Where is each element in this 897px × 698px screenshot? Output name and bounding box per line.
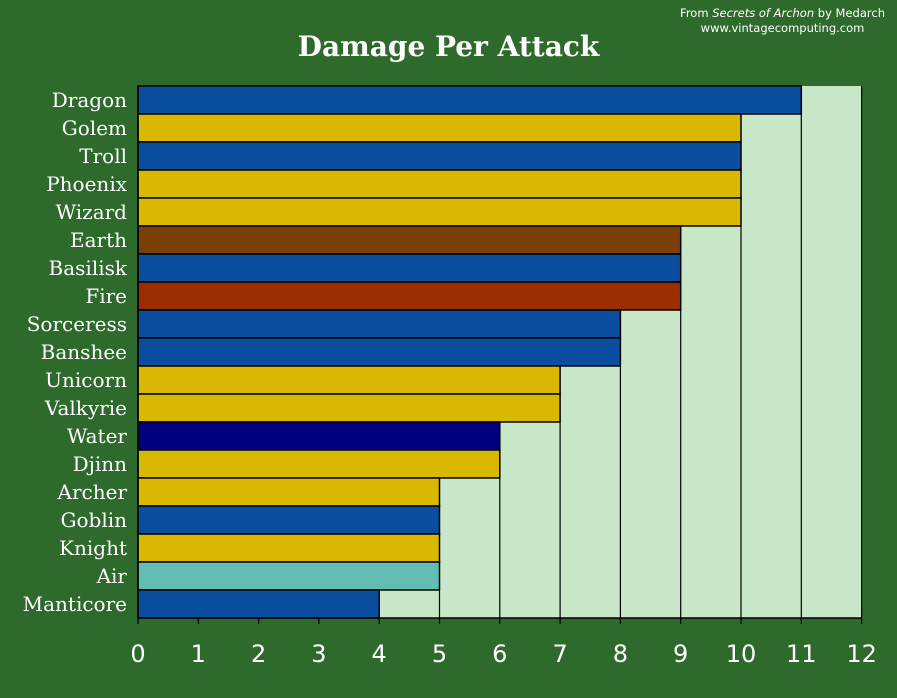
- bar-fire: [137, 281, 682, 311]
- bar-air: [137, 561, 441, 591]
- chart-title: Damage Per Attack: [297, 30, 600, 63]
- category-label-goblin: Goblin: [61, 508, 128, 532]
- category-label-phoenix: Phoenix: [46, 172, 127, 196]
- bar-water: [137, 421, 501, 451]
- credit-suffix: by Medarch: [817, 6, 885, 20]
- bar-banshee: [137, 337, 622, 367]
- bar-valkyrie: [137, 393, 561, 423]
- category-label-dragon: Dragon: [52, 88, 127, 112]
- category-label-air: Air: [96, 564, 128, 588]
- x-tick-label-11: 11: [786, 640, 817, 668]
- credit-site: www.vintagecomputing.com: [700, 21, 865, 35]
- bars: [137, 85, 803, 619]
- x-axis: 0 1 2 3 4 5 6 7 8 9 10 11 12: [130, 86, 877, 668]
- category-label-banshee: Banshee: [41, 340, 127, 364]
- bar-golem: [137, 113, 742, 143]
- bar-phoenix: [137, 169, 742, 199]
- category-label-archer: Archer: [57, 480, 128, 504]
- bar-manticore: [137, 589, 380, 619]
- x-tick-label-3: 3: [311, 640, 326, 668]
- x-tick-label-5: 5: [432, 640, 447, 668]
- bar-dragon: [137, 85, 803, 115]
- category-label-golem: Golem: [62, 116, 127, 140]
- bar-basilisk: [137, 253, 682, 283]
- x-tick-label-8: 8: [613, 640, 628, 668]
- x-tick-label-6: 6: [492, 640, 507, 668]
- x-tick-label-12: 12: [846, 640, 877, 668]
- source-credit: From Secrets of Archon by Medarch www.vi…: [680, 6, 885, 36]
- x-tick-label-7: 7: [552, 640, 567, 668]
- x-tick-label-1: 1: [191, 640, 206, 668]
- category-label-valkyrie: Valkyrie: [44, 396, 127, 420]
- bar-knight: [137, 533, 441, 563]
- bar-sorceress: [137, 309, 622, 339]
- bar-djinn: [137, 449, 501, 479]
- category-label-wizard: Wizard: [56, 200, 128, 224]
- category-label-earth: Earth: [70, 228, 127, 252]
- category-label-water: Water: [67, 424, 128, 448]
- x-tick-label-0: 0: [130, 640, 145, 668]
- category-label-sorceress: Sorceress: [27, 312, 127, 336]
- bar-goblin: [137, 505, 441, 535]
- category-label-knight: Knight: [59, 536, 127, 560]
- x-tick-label-10: 10: [726, 640, 757, 668]
- x-tick-label-2: 2: [251, 640, 266, 668]
- category-label-fire: Fire: [85, 284, 127, 308]
- credit-line-1: From Secrets of Archon by Medarch: [680, 6, 885, 21]
- category-label-djinn: Djinn: [73, 452, 128, 476]
- category-label-troll: Troll: [79, 144, 127, 168]
- bar-archer: [137, 477, 441, 507]
- category-label-unicorn: Unicorn: [45, 368, 127, 392]
- credit-book-title: Secrets of Archon: [712, 6, 815, 20]
- bar-troll: [137, 141, 742, 171]
- category-label-basilisk: Basilisk: [49, 256, 128, 280]
- bar-unicorn: [137, 365, 561, 395]
- category-labels: Dragon Golem Troll Phoenix Wizard Earth Basili…: [23, 88, 128, 616]
- bar-earth: [137, 225, 682, 255]
- grid-lines: [438, 86, 863, 618]
- category-label-manticore: Manticore: [23, 592, 127, 616]
- bar-wizard: [137, 197, 742, 227]
- x-tick-label-9: 9: [673, 640, 688, 668]
- credit-prefix: From: [680, 6, 709, 20]
- x-tick-label-4: 4: [372, 640, 387, 668]
